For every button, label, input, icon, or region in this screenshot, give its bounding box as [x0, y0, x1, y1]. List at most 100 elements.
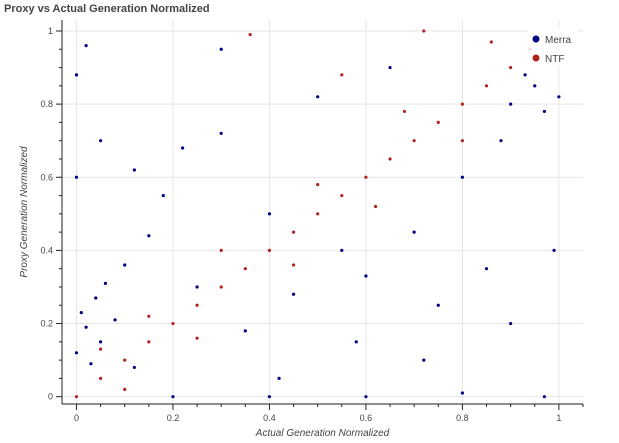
merra-point	[147, 234, 151, 238]
merra-point	[132, 365, 136, 370]
merra-point	[219, 47, 223, 51]
merra-point	[161, 193, 165, 198]
ntf-point	[219, 248, 223, 252]
merra-point	[98, 139, 103, 143]
merra-point	[542, 109, 547, 114]
ntf-point	[147, 314, 151, 318]
x-tick-label: 0.6	[360, 413, 373, 423]
ntf-point	[316, 182, 320, 187]
y-tick-label: 0.6	[40, 172, 53, 182]
y-axis-label: Proxy Generation Normalized	[19, 146, 30, 278]
ntf-point	[460, 102, 464, 106]
merra-point	[542, 395, 547, 399]
merra-point	[98, 340, 103, 344]
merra-point	[509, 102, 513, 106]
ntf-point	[248, 33, 252, 37]
legend-label-merra: Merra	[545, 35, 572, 46]
merra-point	[195, 285, 199, 289]
merra-point	[523, 73, 527, 77]
ntf-point	[291, 230, 296, 234]
merra-point	[364, 274, 368, 278]
ntf-point	[219, 285, 223, 289]
merra-point	[267, 395, 272, 399]
merra-point	[94, 296, 98, 300]
merra-point	[219, 131, 223, 135]
ntf-point	[195, 303, 199, 307]
ntf-point	[123, 387, 127, 391]
merra-point	[74, 175, 79, 179]
x-tick-label: 0	[74, 413, 79, 423]
merra-point	[460, 175, 464, 179]
merra-point	[74, 73, 79, 77]
merra-point	[113, 318, 117, 322]
merra-point	[74, 351, 79, 355]
merra-point	[533, 84, 537, 88]
merra-point	[103, 281, 108, 285]
ntf-point	[195, 336, 199, 340]
merra-point	[79, 310, 83, 315]
ntf-point	[243, 267, 247, 271]
ntf-point	[98, 347, 103, 351]
y-tick-label: 0	[48, 392, 53, 402]
y-tick-label: 1	[48, 26, 53, 36]
merra-point	[388, 65, 392, 70]
ntf-point	[373, 204, 378, 209]
x-tick-label: 0.8	[456, 413, 469, 423]
merra-point	[267, 212, 272, 216]
merra-point	[340, 248, 344, 252]
ntf-point	[388, 157, 392, 161]
ntf-point	[316, 212, 320, 216]
ntf-point	[484, 84, 489, 88]
ntf-point	[291, 263, 296, 267]
ntf-point	[436, 120, 440, 124]
merra-point	[436, 303, 440, 307]
merra-point	[181, 146, 185, 150]
chart-title: Proxy vs Actual Generation Normalized	[4, 3, 210, 15]
ntf-point	[422, 29, 426, 33]
ntf-point	[402, 109, 407, 114]
merra-point	[364, 395, 368, 399]
x-axis-label: Actual Generation Normalized	[255, 428, 390, 439]
x-tick-label: 0.2	[167, 413, 180, 423]
merra-point	[422, 358, 426, 362]
merra-point	[552, 248, 556, 252]
merra-point	[277, 376, 281, 380]
ntf-point	[460, 139, 464, 143]
merra-point	[132, 168, 136, 172]
merra-point	[123, 263, 127, 267]
merra-point	[484, 267, 489, 271]
ntf-point	[412, 139, 416, 143]
x-tick-label: 0.4	[263, 413, 276, 423]
x-tick-label: 1	[556, 413, 561, 423]
legend-label-ntf: NTF	[545, 54, 564, 65]
merra-point	[499, 139, 503, 143]
merra-point	[509, 321, 513, 326]
ntf-point	[98, 376, 103, 380]
merra-point	[354, 340, 358, 344]
merra-point	[557, 95, 561, 99]
ntf-point	[364, 175, 368, 179]
ntf-point	[489, 40, 493, 44]
merra-point	[89, 362, 93, 366]
legend-marker-ntf	[532, 54, 540, 62]
ntf-point	[74, 395, 79, 399]
y-tick-label: 0.4	[40, 245, 53, 255]
legend-marker-merra	[532, 35, 540, 43]
merra-point	[460, 391, 464, 395]
ntf-point	[509, 65, 513, 70]
ntf-point	[123, 358, 127, 362]
y-tick-label: 0.2	[40, 319, 53, 329]
ntf-point	[340, 73, 344, 77]
ntf-point	[267, 248, 272, 252]
ntf-point	[171, 321, 175, 326]
ntf-point	[340, 193, 344, 198]
merra-point	[412, 230, 416, 234]
merra-point	[84, 44, 88, 48]
merra-point	[171, 395, 175, 399]
merra-point	[291, 292, 296, 296]
merra-point	[316, 95, 320, 99]
merra-point	[84, 325, 88, 329]
merra-point	[243, 329, 247, 333]
